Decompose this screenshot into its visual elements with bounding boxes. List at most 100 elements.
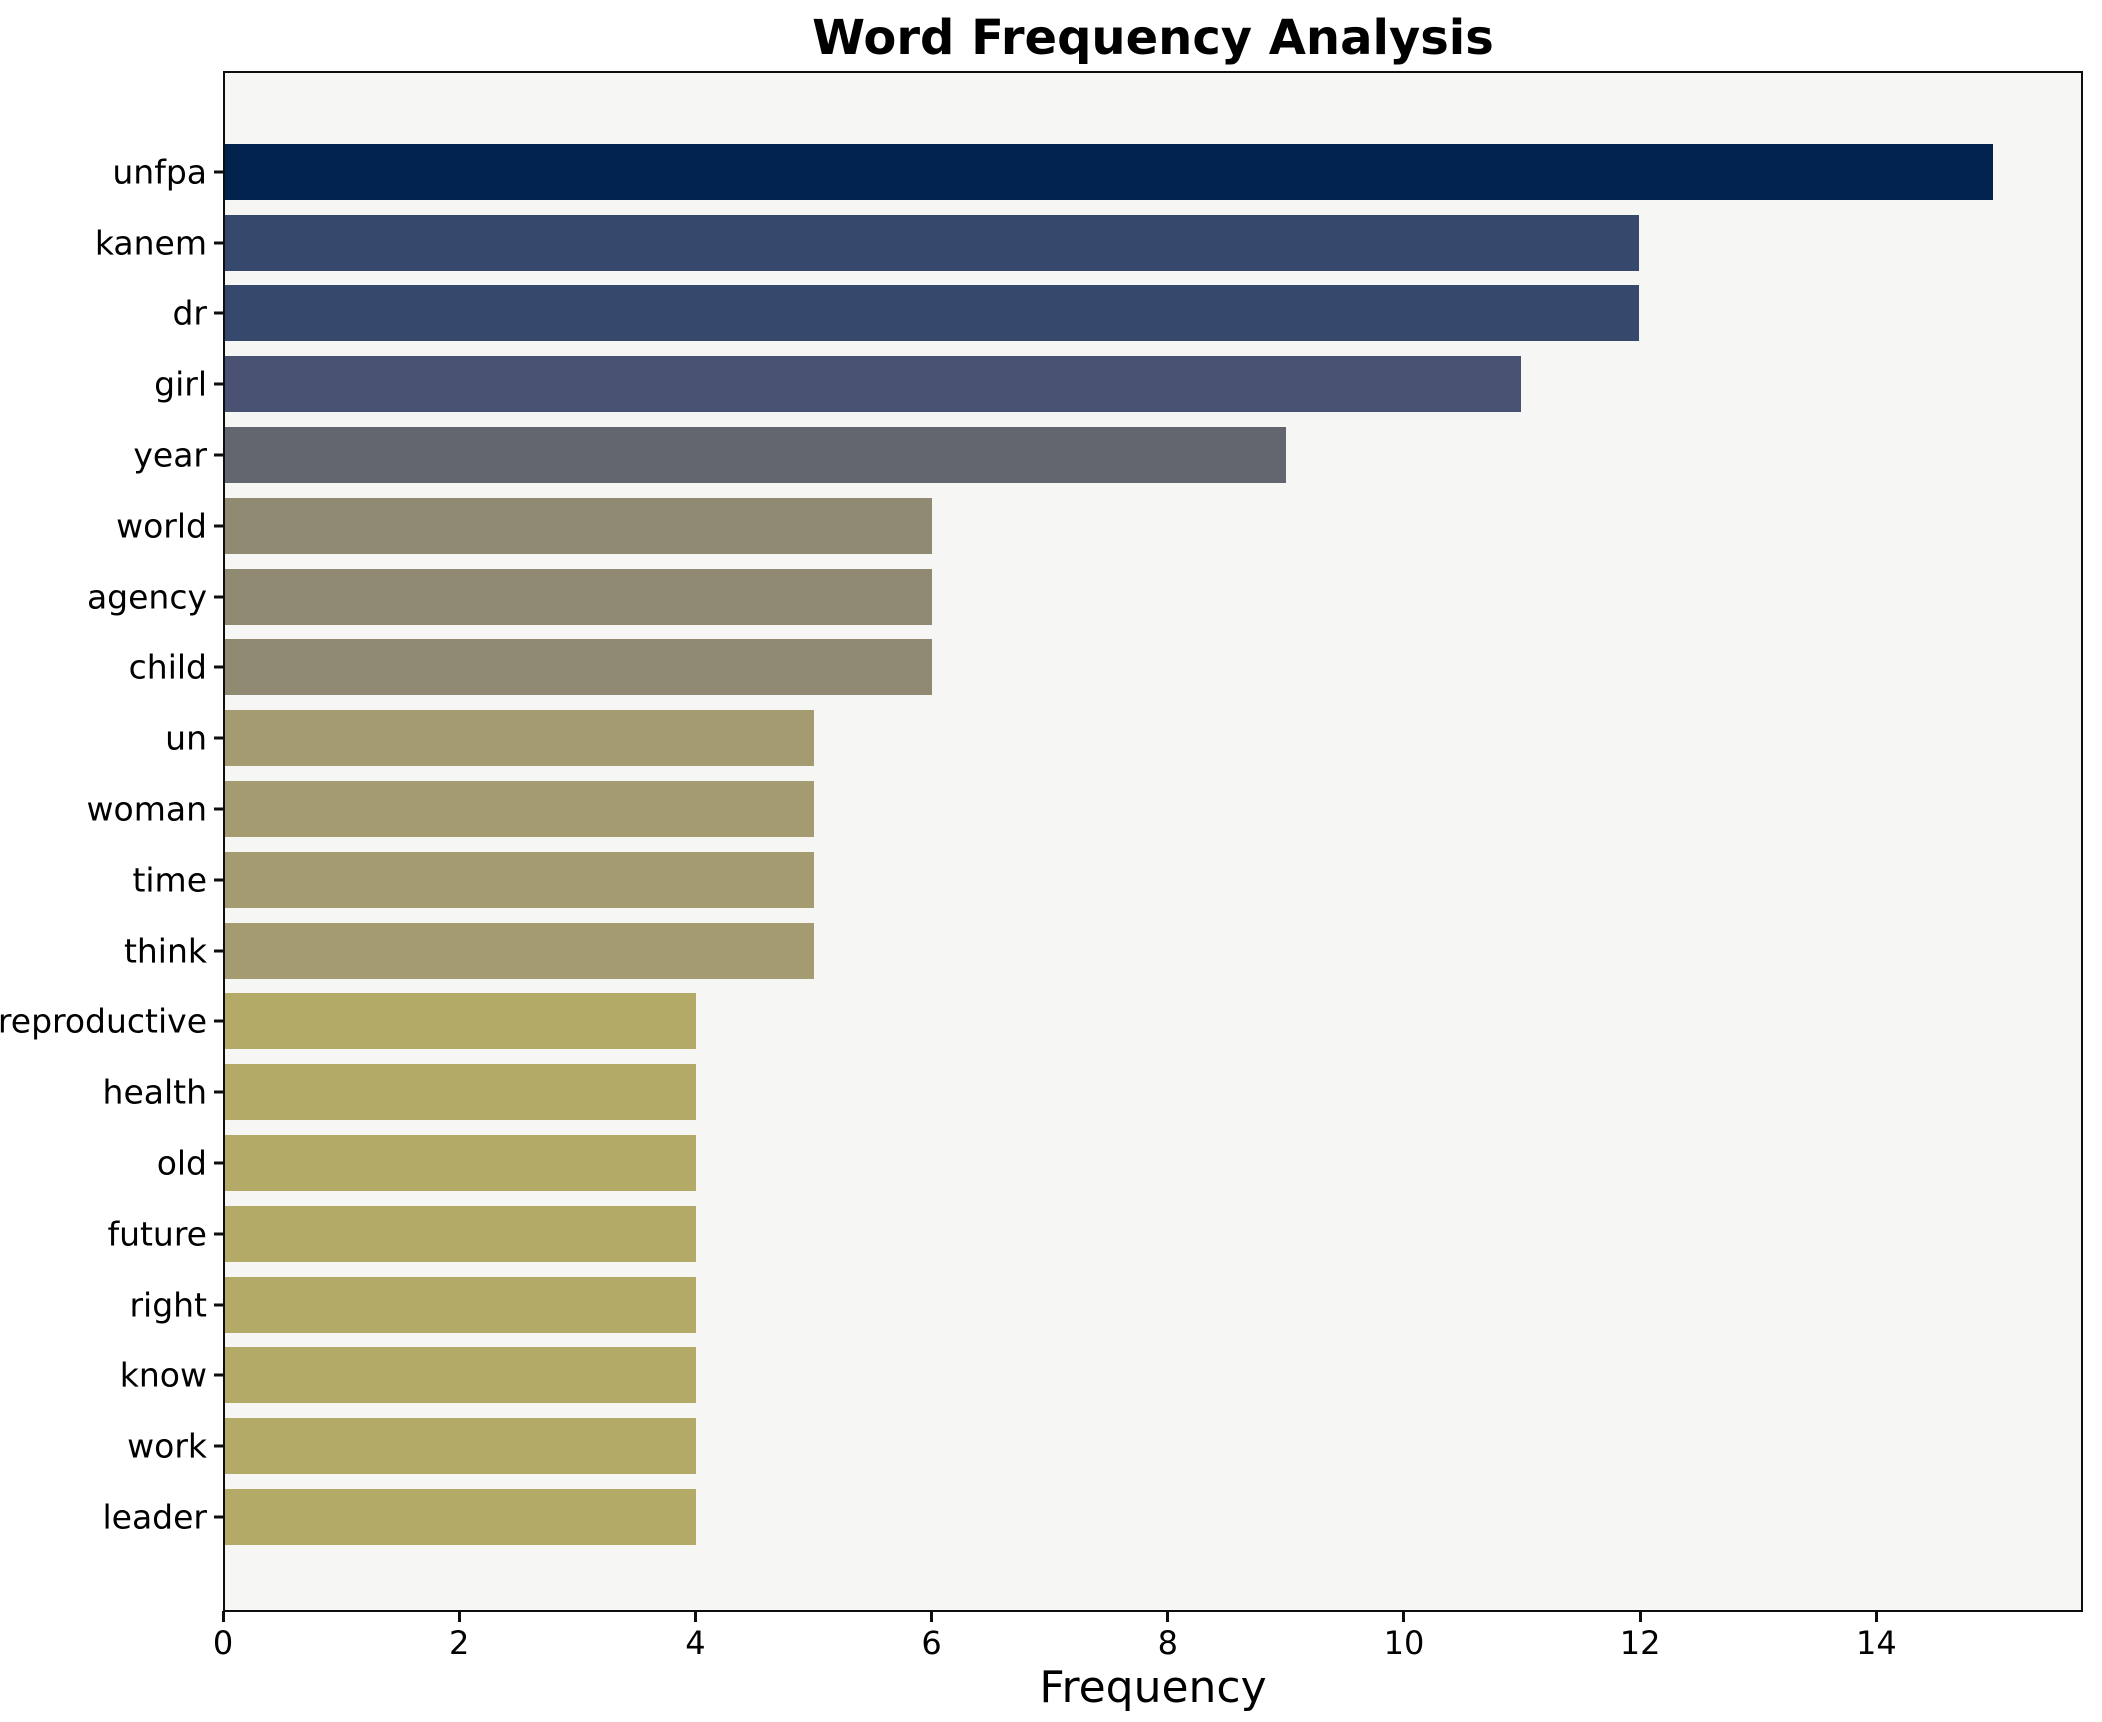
y-axis-tick [214, 170, 223, 174]
bar-row: right [129, 1269, 2081, 1340]
y-axis-tick [214, 595, 223, 599]
bar-row: girl [154, 349, 2081, 420]
x-axis-tick-label: 0 [212, 1624, 234, 1662]
y-axis-tick [214, 949, 223, 953]
y-axis-tick [214, 241, 223, 245]
bar-health [225, 1064, 697, 1121]
bar-think [225, 922, 815, 979]
y-axis-category-label: health [102, 1072, 207, 1112]
bar-row: kanem [95, 207, 2081, 278]
y-axis-tick [214, 311, 223, 315]
y-axis-category-label: kanem [94, 223, 207, 263]
y-axis-category-label: old [156, 1143, 207, 1183]
y-axis-tick [214, 453, 223, 457]
bar-future [225, 1205, 697, 1262]
x-axis-tick [457, 1611, 461, 1622]
x-axis-tick [1402, 1611, 1406, 1622]
bars-container: unfpa kanem dr girl year world agency child un wo… [0, 137, 2081, 1553]
y-axis-category-label: dr [172, 293, 207, 333]
bar-row: know [120, 1340, 2081, 1411]
y-axis-category-label: work [127, 1426, 207, 1466]
bar-right [225, 1276, 697, 1333]
x-axis-tick [1874, 1611, 1878, 1622]
y-axis-category-label: world [116, 506, 207, 546]
bar-row: leader [102, 1482, 2081, 1553]
y-axis-category-label: un [165, 718, 207, 758]
bar-old [225, 1135, 697, 1192]
y-axis-tick [214, 1161, 223, 1165]
y-axis-category-label: girl [154, 364, 207, 404]
bar-row: woman [87, 774, 2081, 845]
bar-row: agency [87, 561, 2081, 632]
y-axis-category-label: year [133, 435, 207, 475]
y-axis-category-label: leader [102, 1497, 207, 1537]
y-axis-tick [214, 1232, 223, 1236]
bar-row: work [127, 1411, 2081, 1482]
y-axis-tick [214, 1373, 223, 1377]
x-axis-tick-label: 14 [1855, 1624, 1897, 1662]
plot-area: unfpa kanem dr girl year world agency child un wo… [0, 71, 2083, 1612]
bar-row: reproductive [0, 986, 2081, 1057]
bar-unfpa [225, 143, 1993, 200]
bar-row: unfpa [112, 137, 2081, 208]
x-axis-label: Frequency [1039, 1662, 1267, 1713]
bar-woman [225, 781, 815, 838]
bar-row: health [103, 1057, 2081, 1128]
y-axis-category-label: agency [86, 577, 207, 617]
bar-agency [225, 568, 933, 625]
y-axis-category-label: child [128, 647, 207, 687]
bar-row: un [165, 703, 2081, 774]
x-axis-tick-label: 6 [921, 1624, 942, 1662]
y-axis-category-label: time [132, 860, 207, 900]
bar-row: child [129, 632, 2081, 703]
y-axis-tick [214, 1444, 223, 1448]
bar-row: dr [172, 278, 2081, 349]
bar-dr [225, 285, 1640, 342]
x-axis-tick [1166, 1611, 1170, 1622]
x-axis-tick [1638, 1611, 1642, 1622]
y-axis-tick [214, 665, 223, 669]
y-axis-category-label: woman [86, 789, 207, 829]
y-axis-tick [214, 1019, 223, 1023]
y-axis-category-label: unfpa [112, 152, 207, 192]
x-axis-tick-label: 4 [685, 1624, 706, 1662]
y-axis-tick [214, 807, 223, 811]
bar-row: think [124, 915, 2081, 986]
y-axis-category-label: right [129, 1285, 207, 1325]
bar-time [225, 851, 815, 908]
x-axis-tick-label: 12 [1619, 1624, 1661, 1662]
x-axis-tick-label: 10 [1383, 1624, 1425, 1662]
x-axis-tick [693, 1611, 697, 1622]
bar-child [225, 639, 933, 696]
bar-un [225, 710, 815, 767]
y-axis-tick [214, 1303, 223, 1307]
bar-row: world [116, 491, 2081, 562]
bar-row: time [132, 845, 2081, 916]
y-axis-category-label: know [119, 1355, 207, 1395]
y-axis-tick [214, 736, 223, 740]
x-axis-tick-label: 8 [1157, 1624, 1178, 1662]
bar-girl [225, 356, 1522, 413]
chart-title: Word Frequency Analysis [812, 10, 1494, 66]
y-axis-tick [214, 1090, 223, 1094]
bar-world [225, 497, 933, 554]
bar-row: old [157, 1128, 2081, 1199]
bar-year [225, 427, 1286, 484]
x-axis-tick-label: 2 [449, 1624, 470, 1662]
bar-kanem [225, 214, 1640, 271]
y-axis-category-label: future [107, 1214, 207, 1254]
y-axis-tick [214, 524, 223, 528]
y-axis-tick [214, 382, 223, 386]
y-axis-tick [214, 1515, 223, 1519]
bar-leader [225, 1489, 697, 1546]
bar-row: year [133, 420, 2081, 491]
bar-reproductive [225, 993, 697, 1050]
x-axis-tick [221, 1611, 225, 1622]
bar-work [225, 1418, 697, 1475]
bar-row: future [107, 1199, 2081, 1270]
y-axis-category-label: think [123, 931, 207, 971]
x-axis-tick [930, 1611, 934, 1622]
y-axis-category-label: reproductive [0, 1001, 207, 1041]
y-axis-tick [214, 878, 223, 882]
